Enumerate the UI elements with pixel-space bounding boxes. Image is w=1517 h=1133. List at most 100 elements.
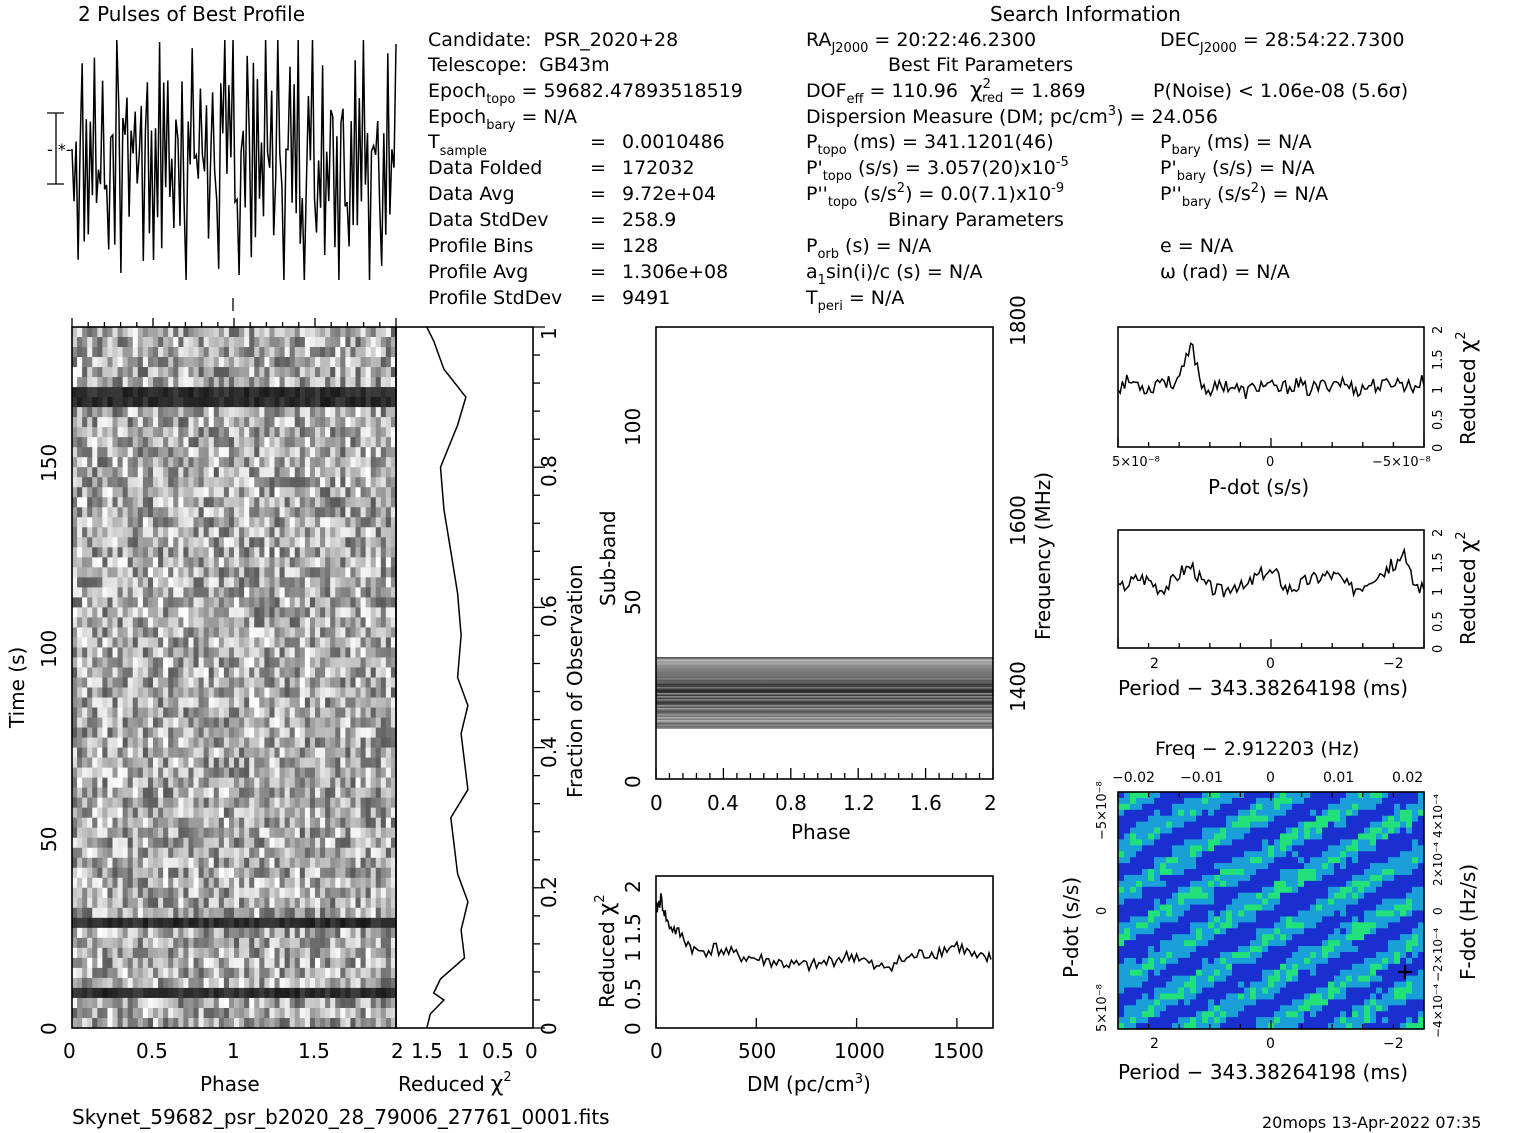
time-phase-cell [97, 727, 103, 738]
time-phase-cell [72, 767, 78, 779]
time-phase-cell [77, 567, 83, 578]
time-phase-cell [355, 817, 361, 829]
ppdot-map-cell [1328, 792, 1335, 799]
time-phase-cell [335, 347, 341, 358]
time-phase-cell [239, 787, 245, 799]
time-phase-cell [142, 607, 149, 618]
time-phase-cell [198, 327, 205, 338]
time-phase-cell [218, 427, 225, 438]
time-phase-cell [112, 767, 118, 779]
time-phase-cell [365, 367, 372, 378]
time-phase-cell [239, 607, 245, 618]
time-phase-cell [289, 1017, 296, 1029]
eq-sign: = [590, 261, 606, 283]
time-phase-cell [183, 807, 189, 819]
time-phase-cell [345, 847, 351, 859]
time-phase-cell [304, 417, 311, 428]
time-phase-cell [269, 397, 275, 408]
time-phase-cell [228, 377, 235, 388]
time-phase-cell [122, 387, 129, 398]
time-phase-cell [299, 537, 306, 548]
time-phase-cell [309, 417, 316, 428]
time-phase-cell [132, 957, 139, 969]
time-phase-cell [325, 767, 331, 779]
time-phase-cell [380, 397, 387, 408]
time-phase-cell [370, 517, 377, 528]
time-phase-cell [163, 597, 169, 608]
time-phase-cell [228, 797, 235, 809]
time-phase-cell [274, 927, 280, 939]
time-phase-cell [320, 637, 326, 648]
time-phase-cell [183, 677, 189, 688]
time-phase-cell [97, 947, 103, 959]
time-phase-cell [284, 387, 291, 398]
time-phase-cell [340, 997, 346, 1009]
time-phase-cell [254, 567, 260, 578]
time-phase-cell [309, 867, 316, 879]
time-phase-cell [380, 967, 387, 979]
time-phase-cell [254, 697, 260, 708]
time-phase-cell [92, 667, 98, 678]
time-phase-cell [183, 437, 189, 448]
time-phase-cell [289, 867, 296, 879]
time-phase-cell [350, 757, 356, 769]
time-phase-cell [193, 957, 199, 969]
time-phase-cell [102, 997, 108, 1009]
time-phase-cell [345, 577, 351, 588]
time-phase-cell [350, 477, 356, 488]
time-phase-cell [163, 997, 169, 1009]
time-phase-cell [163, 927, 169, 939]
time-phase-cell [223, 817, 230, 829]
time-phase-cell [360, 597, 367, 608]
time-phase-cell [218, 407, 225, 418]
time-phase-cell [142, 437, 149, 448]
time-phase-cell [228, 357, 235, 368]
time-phase-cell [340, 897, 346, 909]
time-phase-cell [97, 767, 103, 779]
ppdot-map-cell [1262, 792, 1269, 799]
time-phase-cell [335, 637, 341, 648]
time-phase-cell [168, 877, 174, 889]
time-phase-cell [385, 327, 392, 338]
time-phase-cell [335, 807, 341, 819]
time-phase-cell [153, 577, 159, 588]
ppdot-map-cell [1124, 792, 1131, 799]
time-phase-cell [87, 637, 93, 648]
time-phase-cell [264, 697, 270, 708]
time-phase-cell [72, 557, 78, 568]
time-phase-cell [385, 337, 392, 348]
time-phase-cell [132, 887, 139, 899]
time-phase-cell [158, 857, 164, 869]
time-phase-cell [168, 747, 174, 759]
phase-tick: 0.5 [136, 1039, 168, 1063]
time-phase-cell [198, 407, 205, 418]
time-phase-cell [77, 817, 83, 829]
time-phase-cell [228, 327, 235, 338]
time-phase-cell [213, 847, 220, 859]
ppdot-map-cell [1394, 797, 1401, 805]
time-phase-cell [309, 757, 316, 769]
time-phase-cell [178, 847, 184, 859]
time-phase-cell [375, 407, 382, 418]
time-phase-cell [269, 847, 275, 859]
time-phase-cell [289, 857, 296, 869]
time-phase-cell [158, 517, 164, 528]
epoch-bary-value: = N/A [521, 106, 577, 128]
time-phase-cell [97, 347, 103, 358]
time-phase-cell [137, 917, 144, 929]
time-phase-cell [279, 957, 286, 969]
time-phase-cell [304, 387, 311, 398]
time-phase-cell [350, 827, 356, 839]
time-phase-cell [249, 977, 255, 989]
time-phase-cell [132, 827, 139, 839]
time-phase-cell [315, 807, 321, 819]
time-phase-cell [254, 1017, 260, 1029]
time-phase-cell [375, 957, 382, 969]
time-phase-cell [264, 687, 270, 698]
time-phase-cell [315, 827, 321, 839]
time-phase-cell [228, 627, 235, 638]
time-phase-cell [385, 957, 392, 969]
time-phase-cell [249, 707, 255, 718]
time-phase-cell [340, 947, 346, 959]
time-phase-cell [375, 467, 382, 478]
